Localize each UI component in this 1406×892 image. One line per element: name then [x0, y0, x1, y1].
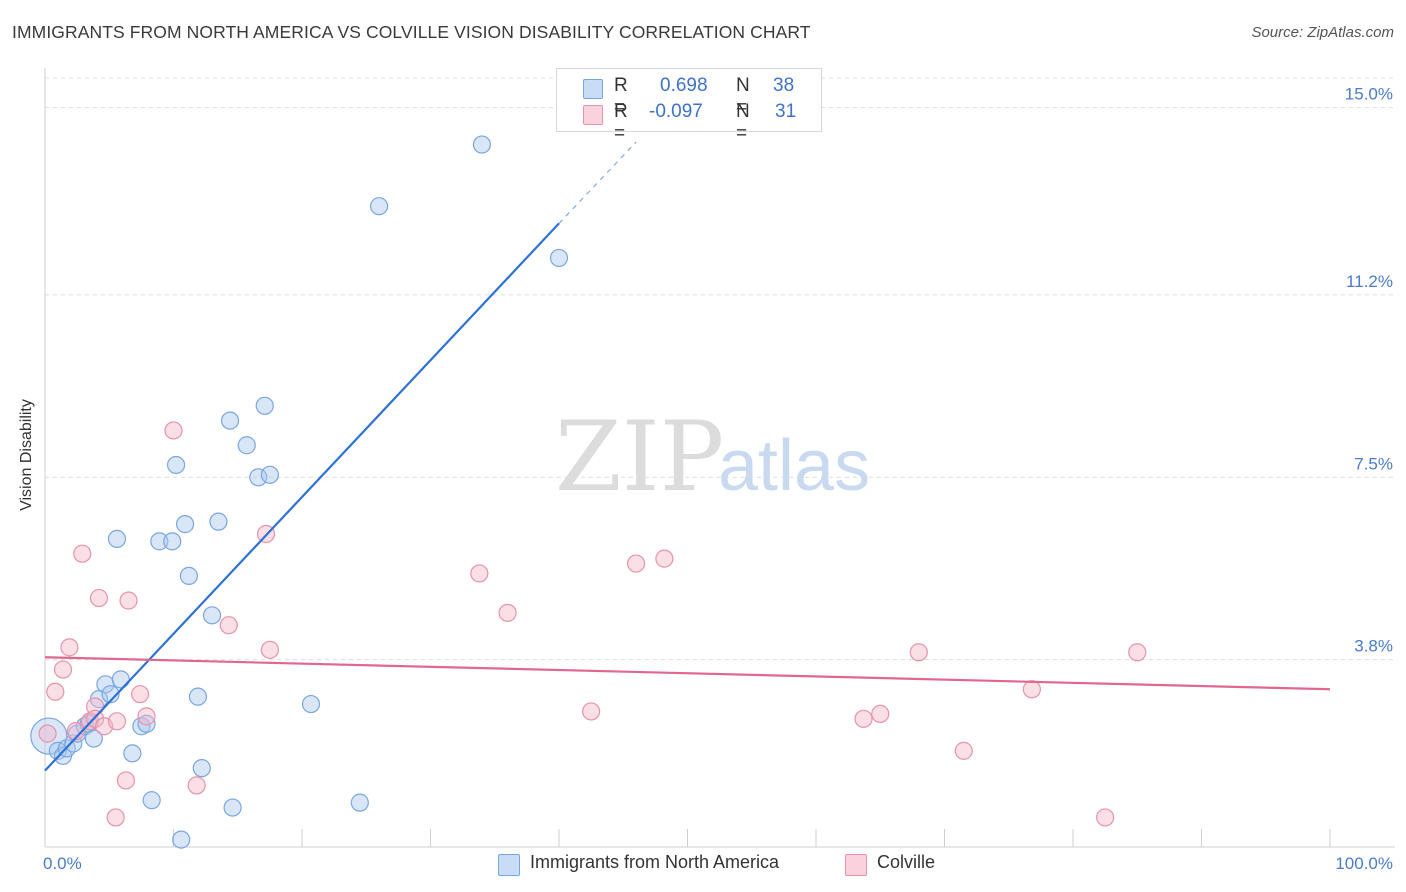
- y-tick-label: 15.0%: [1345, 85, 1393, 104]
- north-america-point: [255, 396, 274, 415]
- colville-point: [46, 682, 65, 701]
- colville-point: [66, 722, 85, 741]
- r-label: R =: [614, 75, 628, 118]
- colville-trend-line: [44, 656, 1331, 691]
- colville-point: [60, 638, 79, 657]
- n-value: 31: [775, 101, 797, 122]
- n-label: N =: [736, 101, 750, 144]
- north-america-point: [137, 714, 156, 733]
- north-america-point: [101, 685, 120, 704]
- north-america-point: [472, 135, 491, 154]
- stats-swatch-north-america: [583, 79, 603, 99]
- source-label: Source: ZipAtlas.com: [1251, 24, 1394, 41]
- legend-label-colville: Colville: [877, 852, 936, 872]
- colville-point: [164, 421, 183, 440]
- colville-point: [582, 702, 601, 721]
- north-america-point: [260, 465, 279, 484]
- chart-title: IMMIGRANTS FROM NORTH AMERICA VS COLVILL…: [12, 22, 811, 42]
- r-label: R =: [614, 101, 628, 144]
- north-america-point: [150, 532, 169, 551]
- north-america-point: [549, 248, 569, 268]
- colville-point: [53, 660, 73, 679]
- colville-point: [130, 685, 150, 704]
- colville-point: [854, 709, 873, 728]
- colville-point: [626, 554, 646, 573]
- north-america-point: [107, 529, 127, 549]
- colville-point: [137, 707, 156, 726]
- north-america-point: [370, 197, 389, 216]
- colville-point: [187, 776, 206, 795]
- colville-point: [116, 771, 136, 790]
- legend-swatch-north-america: [498, 854, 520, 876]
- north-america-point: [301, 694, 321, 714]
- north-america-point: [223, 798, 242, 817]
- north-america-point: [249, 468, 268, 487]
- north-america-point: [30, 717, 68, 755]
- north-america-point: [192, 759, 211, 778]
- north-america-point: [123, 744, 142, 763]
- north-america-point: [179, 566, 199, 585]
- north-america-point: [84, 729, 103, 748]
- watermark-atlas: atlas: [718, 426, 870, 506]
- legend-swatch-colville: [845, 854, 867, 876]
- watermark-zip: ZIP: [555, 401, 724, 513]
- north-america-point: [220, 411, 240, 430]
- north-america-point: [175, 515, 195, 534]
- north-america-point: [166, 455, 186, 475]
- colville-point: [1128, 643, 1147, 662]
- colville-point: [1096, 808, 1115, 827]
- north-america-point: [202, 606, 222, 625]
- north-america-point: [209, 512, 228, 531]
- y-tick-label: 3.8%: [1354, 637, 1393, 656]
- gridlines: [45, 77, 1395, 661]
- colville-point: [107, 712, 127, 731]
- colville-point: [1022, 680, 1041, 699]
- colville-point: [498, 603, 517, 622]
- y-tick-label: 7.5%: [1354, 454, 1393, 473]
- stats-swatch-colville: [583, 105, 603, 125]
- trend-lines: [44, 141, 1331, 772]
- north-america-trend-extension: [558, 141, 637, 224]
- colville-point: [89, 588, 109, 608]
- colville-point: [119, 591, 138, 610]
- colville-point: [86, 697, 105, 716]
- north-america-point: [237, 436, 256, 455]
- legend-label-north-america: Immigrants from North America: [530, 852, 780, 872]
- colville-point: [470, 564, 489, 583]
- colville-point: [38, 724, 57, 743]
- north-america-point: [142, 791, 161, 810]
- colville-point: [106, 808, 125, 827]
- colville-point: [954, 741, 973, 760]
- north-america-point: [172, 830, 191, 849]
- r-value: -0.097: [649, 101, 703, 122]
- tick-labels: 3.8% 7.5% 11.2% 15.0% 0.0% 100.0%: [43, 85, 1393, 873]
- colville-point: [73, 544, 92, 563]
- axes: [44, 68, 1395, 848]
- north-america-point: [350, 793, 369, 812]
- colville-point: [909, 643, 928, 662]
- stats-box: R = 0.698 N = 38 R = -0.097 N = 31: [556, 68, 822, 144]
- north-america-trend-line: [44, 222, 560, 772]
- north-america-point: [188, 687, 208, 706]
- n-value: 38: [773, 75, 795, 96]
- north-america-point: [163, 532, 182, 551]
- north-america-point: [111, 670, 130, 689]
- r-value: 0.698: [660, 75, 708, 96]
- colville-point: [655, 549, 674, 568]
- n-label: N =: [736, 75, 750, 118]
- y-tick-label: 11.2%: [1346, 272, 1393, 291]
- colville-point: [260, 640, 279, 659]
- colville-point: [871, 704, 890, 724]
- x-tick-label: 0.0%: [43, 854, 82, 873]
- colville-point: [219, 616, 238, 635]
- x-tick-label: 100.0%: [1335, 854, 1393, 873]
